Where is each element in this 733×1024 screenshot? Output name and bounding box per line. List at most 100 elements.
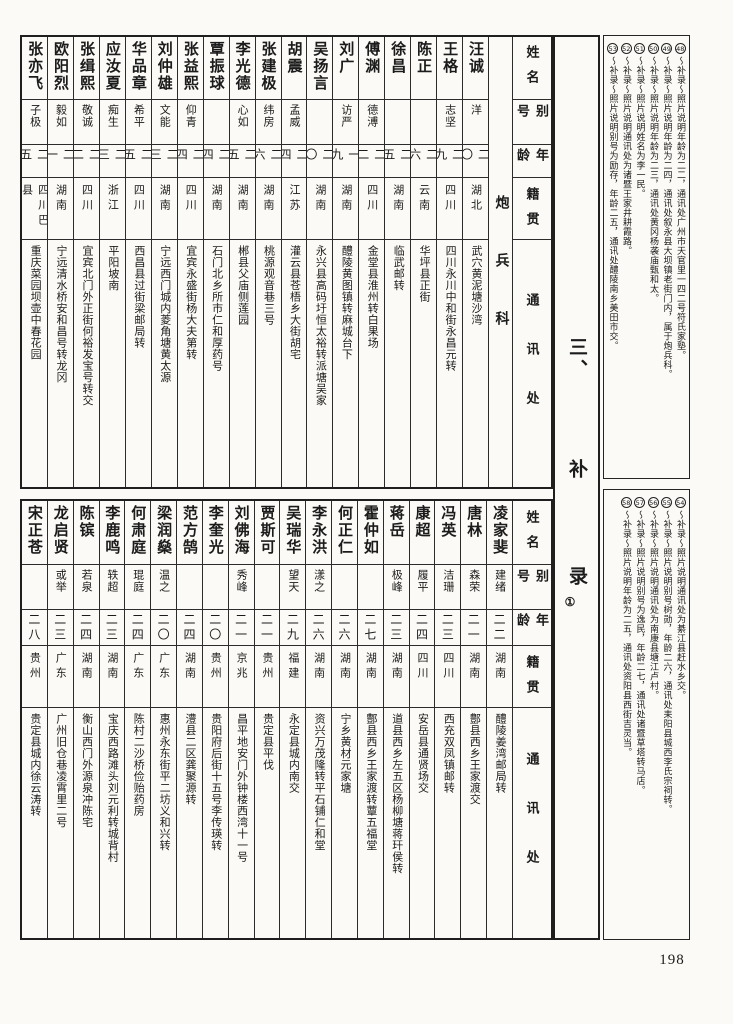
origin-cell: 湖南 [151, 178, 177, 240]
origin-cell: 湖南 [383, 646, 409, 708]
origin-cell: 四川 [125, 178, 151, 240]
roster-column: 李鹿鸣 轶超 二三 湖南 宝庆西路滩头刘元利转城背村 [98, 501, 125, 938]
field-header-alias: 别号 [513, 100, 551, 145]
age-cell: 二四 [281, 145, 307, 178]
roster-column: 唐林 森荣 二一 湖南 鄷县西乡王家渡交 [460, 501, 487, 938]
roster-column: 蒋岳 极峰 二三 湖南 道县西乡左五区杨柳塘蒋玕侯转 [382, 501, 409, 938]
origin-cell: 湖南 [461, 646, 487, 708]
name-cell: 何肃庭 [125, 501, 151, 565]
alias-cell: 希平 [125, 100, 151, 145]
annotation-text: 〜补录〜照片说明通讯处为綦江县赶水乡交。 [676, 510, 686, 700]
roster-columns-bottom: 凌家斐 建绪 二二 湖南 醴陵姜湾邮局转 唐林 森荣 二一 湖南 鄷县西乡王家渡… [21, 501, 512, 938]
origin-cell: 湖南 [229, 178, 255, 240]
address-cell: 贵阳府后街十五号李传瑛转 [209, 713, 222, 851]
roster-column: 刘仲雄 文能 二三 湖南 宁远西门城内菱角塘黄太源 [150, 37, 177, 487]
annotation-text: 〜补录〜照片说明别号树勋，年龄二六，通讯处耒阳县城西李氏宗祠转。 [662, 510, 673, 814]
origin-cell: 四川 [74, 178, 99, 240]
roster-column: 张亦飞 子极 二五 四川巴县 重庆菜园坝壶中春花园 [22, 37, 48, 487]
name-cell: 梁润燊 [151, 501, 177, 565]
margin-annotations-bottom: 54 〜补录〜照片说明通讯处为綦江县赶水乡交。 55 〜补录〜照片说明别号树勋，… [603, 489, 690, 940]
alias-cell [254, 565, 280, 610]
alias-cell: 纬房 [255, 100, 281, 145]
name-cell: 刘广 [333, 37, 359, 100]
roster-column: 王格 志坚 二九 四川 四川永川中和街永昌元转 [436, 37, 463, 487]
name-cell: 冯英 [435, 501, 461, 565]
age-cell: 二四 [177, 610, 202, 646]
annotation-text: 〜补录〜照片说明年龄为二四，通讯处叙永县大坝镇老街门内，属于炮兵科。 [662, 56, 673, 379]
origin-cell: 湖南 [73, 646, 99, 708]
age-cell: 二四 [73, 610, 99, 646]
annotation-number-badge: 50 [647, 43, 659, 54]
category-column: 炮兵科 [488, 37, 512, 487]
name-cell: 欧阳烈 [48, 37, 73, 100]
origin-cell: 浙江 [99, 178, 125, 240]
alias-cell [357, 565, 383, 610]
origin-cell: 贵州 [254, 646, 280, 708]
origin-cell: 湖北 [463, 178, 488, 240]
roster-table-bottom: 凌家斐 建绪 二二 湖南 醴陵姜湾邮局转 唐林 森荣 二一 湖南 鄷县西乡王家渡… [20, 499, 553, 940]
annotation-column: 52 〜补录〜照片说明通讯处为诸暨王家井耕霞路。 [620, 43, 634, 471]
origin-cell: 广东 [125, 646, 151, 708]
address-cell: 金堂县淮州转白果场 [366, 245, 379, 349]
name-cell: 李永洪 [306, 501, 332, 565]
annotation-number-badge: 58 [620, 497, 632, 508]
origin-cell: 京兆 [228, 646, 254, 708]
roster-column: 华品章 希平 二五 四川 西昌县过街梁邮局转 [124, 37, 151, 487]
alias-cell: 敬诚 [74, 100, 99, 145]
roster-column: 贾斯可 二一 贵州 贵定县平伐 [253, 501, 280, 938]
roster-column: 应汝夏 痴生 二三 浙江 平阳坡南 [98, 37, 125, 487]
age-cell: 二五 [229, 145, 255, 178]
field-header-column-bottom: 姓名 别号 年龄 籍贯 通讯处 [512, 501, 551, 938]
roster-column: 何正仁 二六 湖南 宁乡黄材元家塘 [331, 501, 357, 938]
origin-cell: 湖南 [385, 178, 411, 240]
alias-cell [202, 565, 228, 610]
age-cell: 二八 [21, 610, 47, 646]
name-cell: 吴扬言 [307, 37, 333, 100]
origin-cell: 四川 [359, 178, 385, 240]
age-cell: 二九 [437, 145, 463, 178]
age-cell: 二五 [125, 145, 151, 178]
age-cell: 二六 [411, 145, 437, 178]
alias-cell: 痴生 [99, 100, 125, 145]
origin-cell: 湖南 [177, 646, 202, 708]
origin-cell: 四川 [177, 178, 203, 240]
address-cell: 昌平地安门外钟楼西湾十一号 [235, 713, 248, 863]
origin-cell: 湖南 [203, 178, 229, 240]
annotation-text: 〜补录〜照片说明年龄为二三，通讯处黄冈杨袭庙甄和太。 [649, 56, 659, 303]
origin-cell: 湖南 [487, 646, 512, 708]
address-cell: 石门北乡所市仁和厚药号 [210, 245, 223, 372]
origin-cell: 湖南 [306, 646, 332, 708]
address-cell: 广州旧仓巷凌霄里二号 [54, 713, 67, 828]
address-cell: 贵定县城内徐云涛转 [28, 713, 41, 817]
annotation-column: 56 〜补录〜照片说明通讯处为南康县塘江卢村。 [647, 497, 661, 932]
annotation-column: 57 〜补录〜照片说明别号为逸民，年龄二七，通讯处诸暨草塔转马店。 [633, 497, 647, 932]
name-cell: 康超 [409, 501, 435, 565]
origin-cell: 贵州 [21, 646, 47, 708]
name-cell: 张亦飞 [22, 37, 48, 100]
address-cell: 桃源观音巷三号 [262, 245, 275, 326]
annotation-text: 〜补录〜照片说明别号为励存，年龄二五，通讯处醴陵南乡美田市交。 [608, 56, 619, 351]
origin-cell: 福建 [280, 646, 306, 708]
annotation-number-badge: 55 [661, 497, 673, 508]
address-cell: 西充双凤镇邮转 [442, 713, 455, 794]
annotation-column: 53 〜补录〜照片说明别号为励存，年龄二五，通讯处醴陵南乡美田市交。 [606, 43, 620, 471]
roster-column: 何肃庭 琨庭 二四 广东 陈村二沙桥俭贻药房 [124, 501, 151, 938]
age-cell: 二一 [254, 610, 280, 646]
field-header-alias: 别号 [513, 565, 551, 610]
origin-cell: 湖南 [357, 646, 383, 708]
annotation-text: 〜补录〜照片说明姓名为李一民。 [635, 56, 646, 199]
age-cell: 二二 [487, 610, 512, 646]
address-cell: 澧县二区龚聚源转 [183, 713, 196, 805]
alias-cell: 洋 [463, 100, 488, 145]
name-cell: 何正仁 [332, 501, 357, 565]
origin-cell: 广东 [151, 646, 177, 708]
field-header-address: 通讯处 [524, 292, 540, 440]
annotation-column: 49 〜补录〜照片说明年龄为二四，通讯处叙永县大坝镇老街门内，属于炮兵科。 [660, 43, 674, 471]
age-cell: 二三 [99, 145, 125, 178]
roster-table-top: 汪诚 洋 二〇 湖北 武穴黄泥塘沙湾 王格 志坚 二九 四川 四川永川中和街永昌… [20, 35, 553, 489]
roster-column: 徐昌 二五 湖南 临武邮转 [384, 37, 411, 487]
alias-cell: 心如 [229, 100, 255, 145]
alias-cell [332, 565, 357, 610]
roster-column: 李光德 心如 二五 湖南 郴县父庙侧莲园 [228, 37, 255, 487]
